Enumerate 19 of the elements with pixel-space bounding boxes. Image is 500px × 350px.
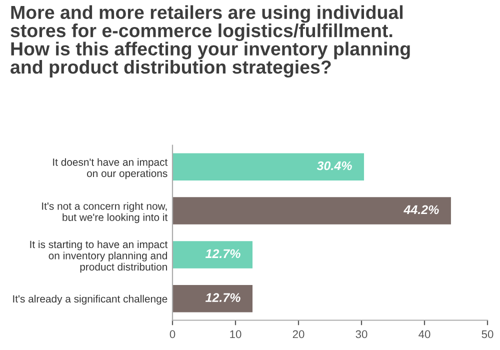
data-label: 44.2% — [404, 205, 439, 214]
y-tick-label: It is starting to have an impact on inventory planning and product distribution — [30, 240, 168, 273]
x-tick-label: 20 — [292, 330, 304, 338]
data-label: 30.4% — [316, 161, 352, 170]
x-tick-label: 40 — [418, 330, 430, 338]
chart-title: More and more retailers are using individual stores for e-commerce logistics/fulfillment. How is this affecting your inventory planning and product distribution strategies? — [10, 5, 410, 78]
y-tick-label: It's not a concern right now, but we're looking into it — [42, 202, 168, 224]
x-tick-label: 30 — [356, 330, 368, 338]
data-label: 12.7% — [205, 249, 240, 258]
x-tick-label: 0 — [170, 330, 176, 338]
bar — [172, 241, 253, 268]
bar — [172, 197, 451, 224]
x-tick-label: 50 — [482, 330, 494, 338]
bar — [172, 285, 253, 312]
data-label: 12.7% — [205, 293, 240, 302]
bar — [172, 153, 364, 180]
x-tick-label: 10 — [230, 330, 242, 338]
y-tick-label: It doesn't have an impact on our operations — [53, 158, 168, 180]
y-tick-label: It's already a significant challenge — [13, 294, 168, 305]
